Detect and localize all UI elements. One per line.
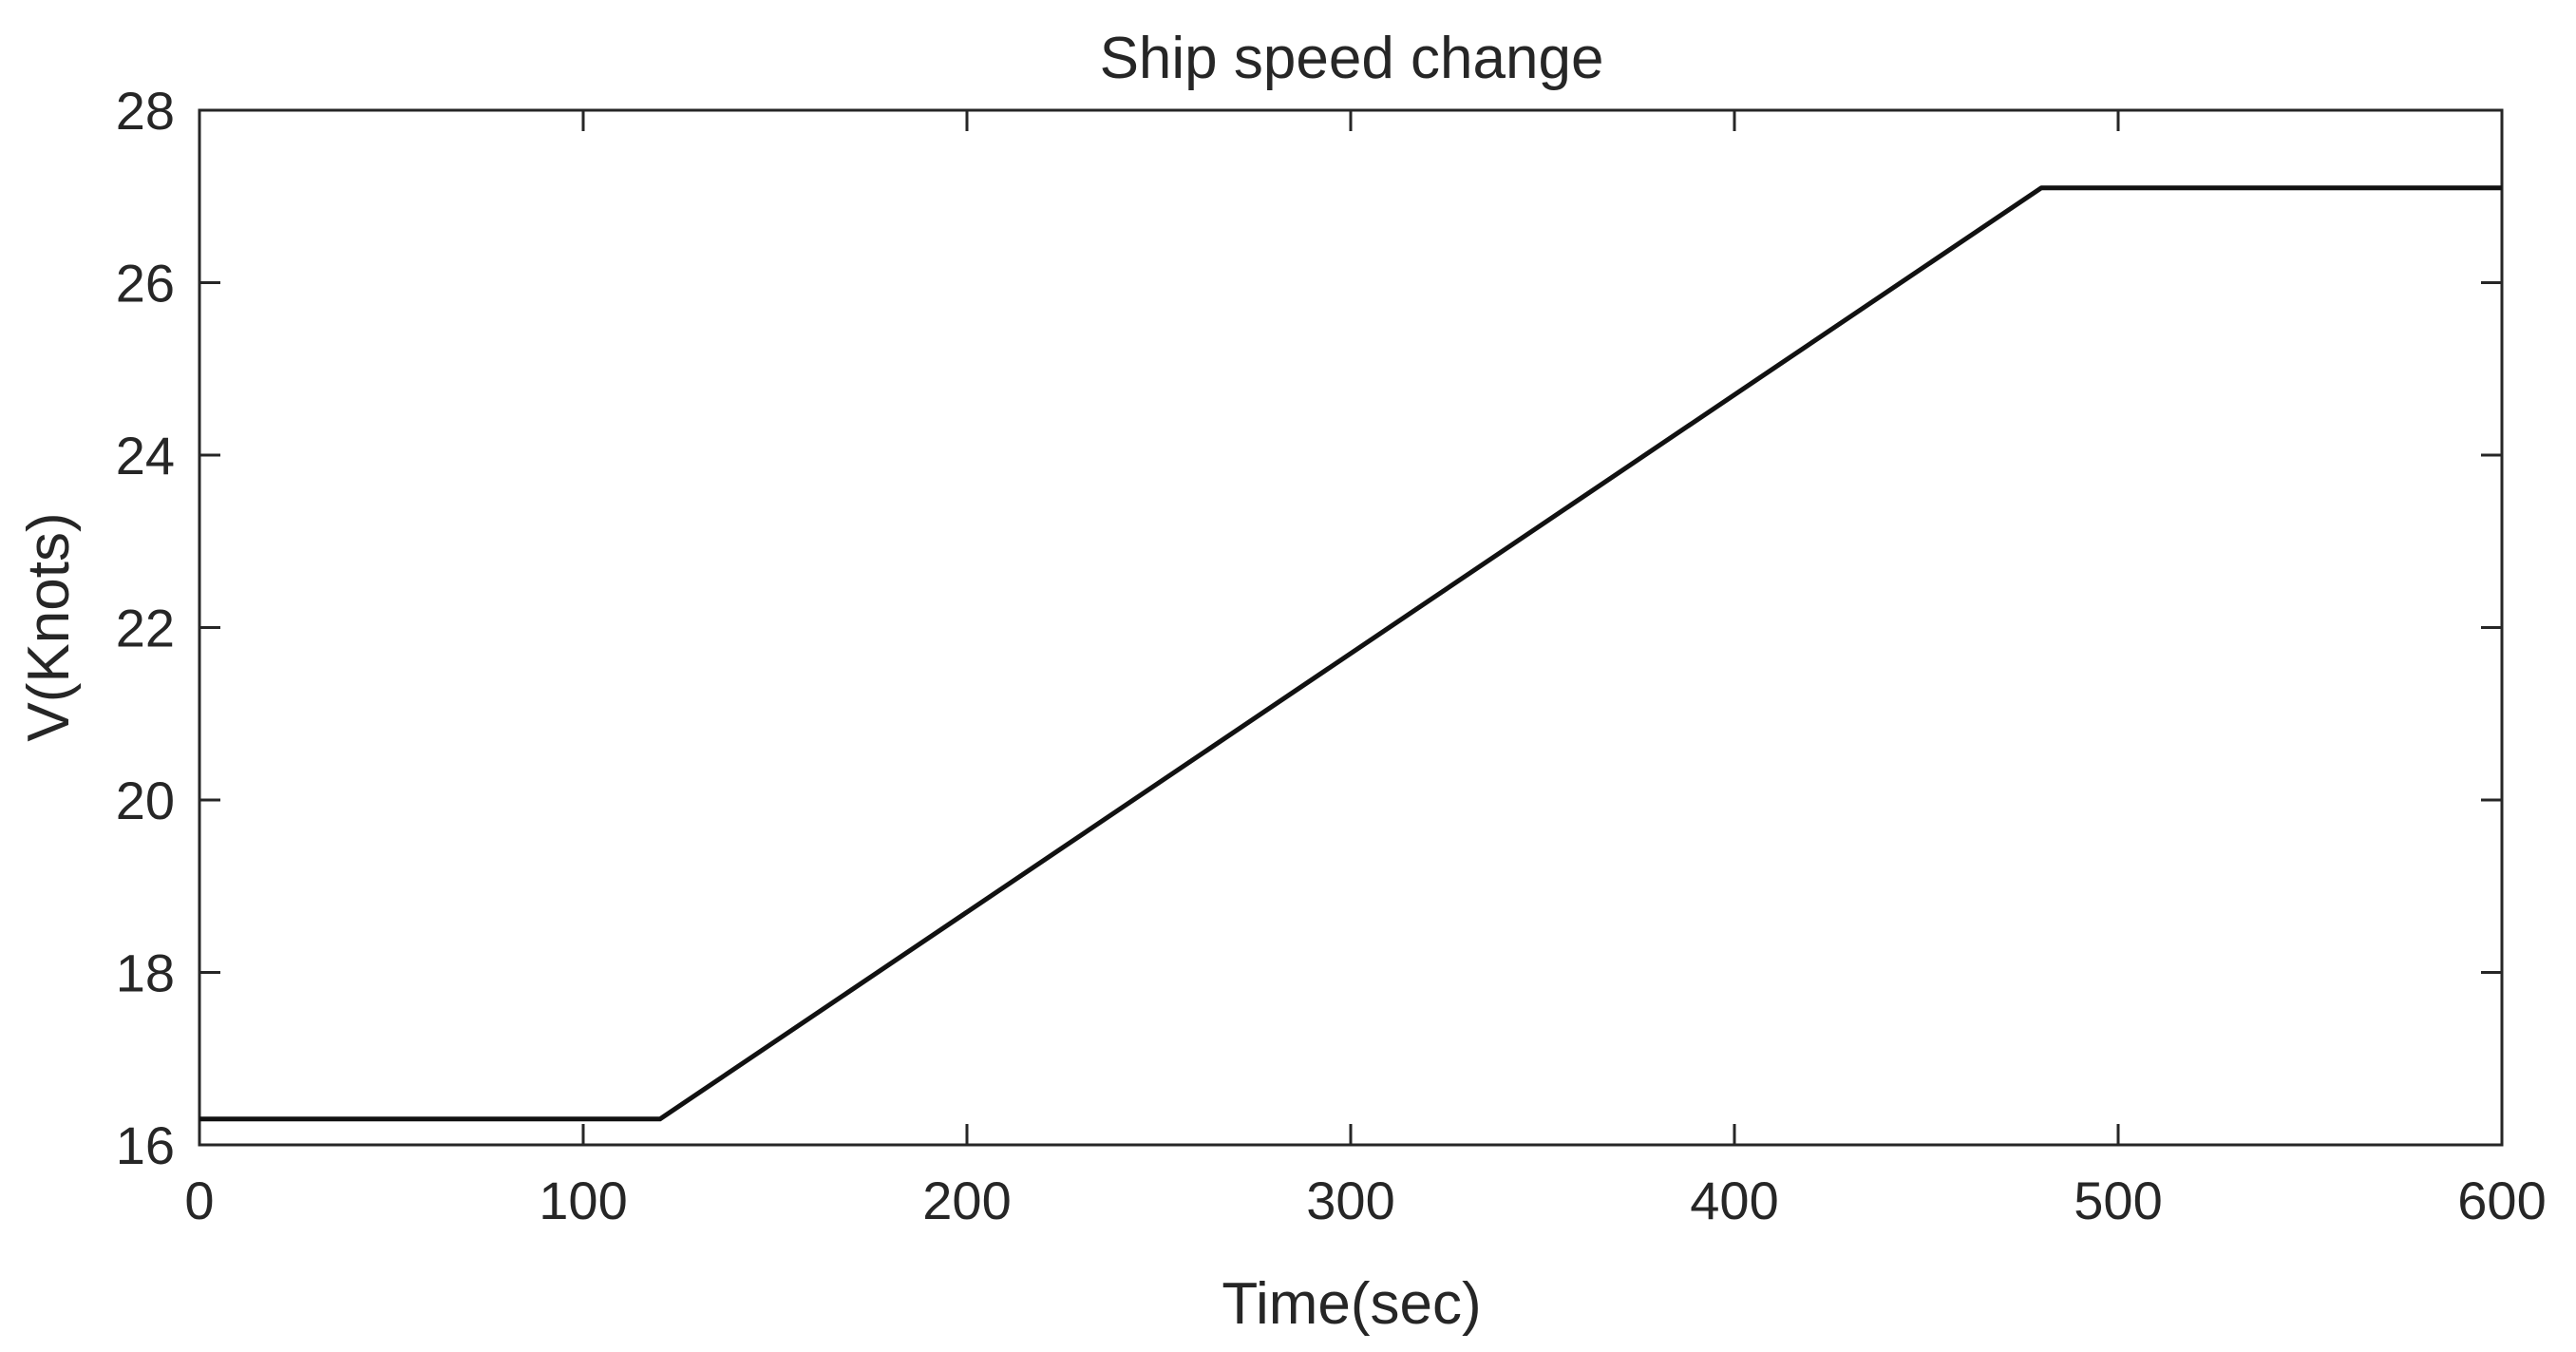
- x-tick-label: 500: [2074, 1171, 2162, 1230]
- x-axis-ticks: [198, 110, 2504, 1145]
- y-axis-tick-labels: 16 18 20 22 24 26 28: [116, 81, 175, 1175]
- y-tick-label: 20: [116, 771, 175, 830]
- x-tick-label: 200: [922, 1171, 1011, 1230]
- x-tick-label: 300: [1306, 1171, 1394, 1230]
- x-tick-label: 600: [2457, 1171, 2546, 1230]
- x-tick-label: 400: [1690, 1171, 1778, 1230]
- y-axis-label: V(Knots): [16, 512, 82, 741]
- x-tick-label: 100: [539, 1171, 627, 1230]
- speed-series-line: [199, 185, 2502, 1122]
- y-tick-label: 18: [116, 943, 175, 1003]
- chart-title: Ship speed change: [1100, 26, 1604, 91]
- y-axis-ticks: [199, 108, 2502, 1147]
- y-tick-label: 26: [116, 254, 175, 314]
- x-axis-tick-labels: 0 100 200 300 400 500 600: [184, 1171, 2546, 1230]
- y-tick-label: 24: [116, 426, 175, 486]
- y-tick-label: 28: [116, 81, 175, 141]
- plot-area: [198, 108, 2504, 1147]
- y-tick-label: 22: [116, 599, 175, 658]
- y-tick-label: 16: [116, 1115, 175, 1175]
- x-axis-label: Time(sec): [1222, 1271, 1481, 1337]
- x-tick-label: 0: [184, 1171, 214, 1230]
- series-layer: [199, 185, 2502, 1122]
